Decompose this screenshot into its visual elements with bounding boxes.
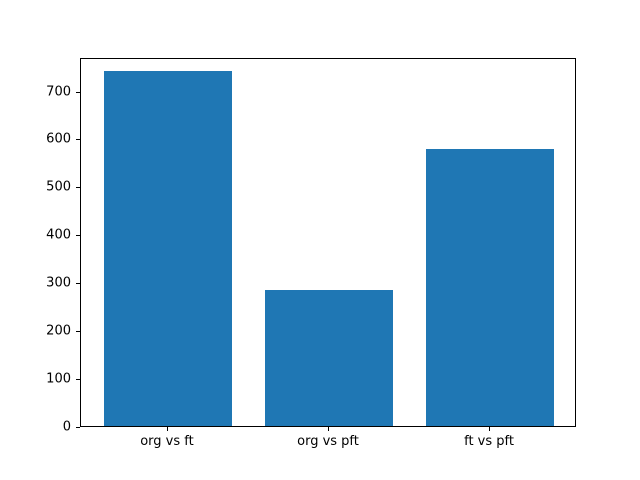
- y-tick-label: 400: [46, 227, 71, 243]
- y-tick-mark: [76, 379, 80, 381]
- y-tick-mark: [76, 235, 80, 237]
- bar-ft-vs-pft: [425, 149, 555, 426]
- y-tick-label: 300: [46, 275, 71, 291]
- y-tick-mark: [76, 187, 80, 189]
- x-tick-label-ft-vs-pft: ft vs pft: [464, 434, 514, 449]
- x-tick-mark: [166, 427, 168, 431]
- y-tick-label: 100: [46, 371, 71, 387]
- y-tick-label: 700: [46, 84, 71, 100]
- y-tick-label: 600: [46, 131, 71, 147]
- bar-org-vs-pft: [264, 290, 394, 426]
- x-tick-label-org-vs-ft: org vs ft: [140, 434, 194, 449]
- x-tick-mark: [328, 427, 329, 431]
- x-tick-label-org-vs-pft: org vs pft: [297, 434, 359, 449]
- x-tick-mark: [489, 427, 491, 431]
- y-tick-mark: [76, 91, 80, 93]
- y-tick-label: 0: [62, 419, 71, 435]
- bar-org-vs-ft: [103, 71, 233, 426]
- y-tick-mark: [76, 283, 80, 285]
- plot-area: [80, 58, 576, 427]
- y-tick-label: 500: [46, 179, 71, 195]
- y-tick-mark: [76, 427, 80, 428]
- y-tick-mark: [76, 331, 80, 333]
- y-tick-mark: [76, 139, 80, 141]
- y-tick-label: 200: [46, 323, 71, 339]
